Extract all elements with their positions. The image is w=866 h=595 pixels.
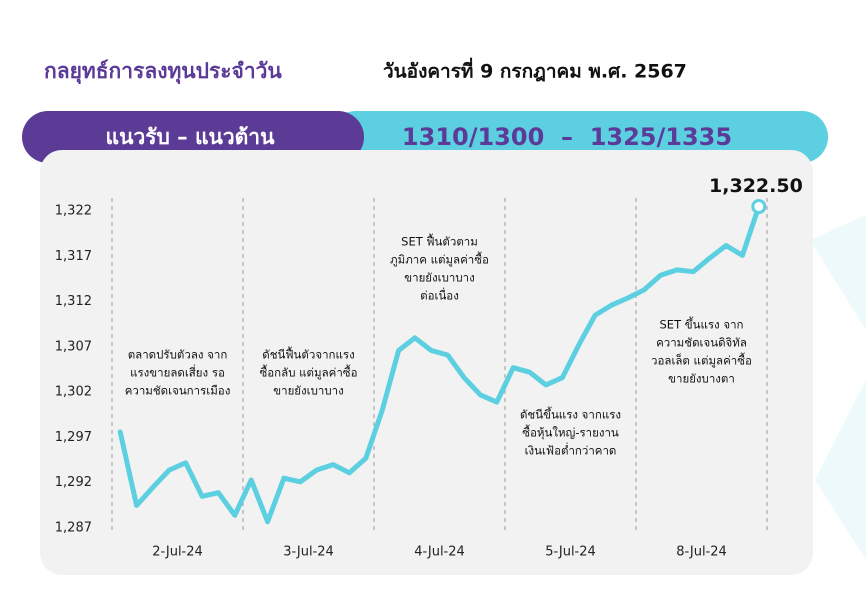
annotation: ซื้อกลับ แต่มูลค่าซื้อ <box>259 365 357 380</box>
annotation: SET ฟื้นตัวตาม <box>401 234 478 249</box>
annotation: ดัชนีขึ้นแรง จากแรง <box>520 407 621 422</box>
x-tick-label: 8-Jul-24 <box>676 545 727 560</box>
x-tick-label: 2-Jul-24 <box>152 545 203 560</box>
annotation: ภูมิภาค แต่มูลค่าซื้อ <box>390 252 489 267</box>
annotation: ขายยังบางตา <box>668 372 735 386</box>
title: กลยุทธ์การลงทุนประจำวัน <box>44 59 282 85</box>
y-tick-label: 1,317 <box>55 249 92 264</box>
y-tick-label: 1,307 <box>55 339 92 354</box>
annotation: แรงขายลดเสี่ยง รอ <box>130 365 225 380</box>
y-tick-label: 1,322 <box>55 204 92 219</box>
date: วันอังคารที่ 9 กรกฎาคม พ.ศ. 2567 <box>383 58 687 83</box>
x-tick-label: 5-Jul-24 <box>545 545 596 560</box>
decoration <box>815 380 866 560</box>
annotation: ความชัดเจนการเมือง <box>125 384 231 398</box>
annotation: ตลาดปรับตัวลง จาก <box>128 348 228 362</box>
annotation: ดัชนีฟื้นตัวจากแรง <box>262 347 354 362</box>
y-tick-label: 1,292 <box>55 475 92 490</box>
x-tick-label: 4-Jul-24 <box>414 545 465 560</box>
annotation: วอลเล็ต แต่มูลค่าซื้อ <box>651 353 752 368</box>
annotation: ความชัดเจนดิจิทัล <box>656 336 747 350</box>
value-label: 1,322.50 <box>709 175 803 197</box>
annotation: ซื้อหุ้นใหญ่-รายงาน <box>522 425 619 440</box>
annotation: ขายยังเบาบาง <box>404 271 474 285</box>
last-point <box>751 199 767 215</box>
annotation: ขายยังเบาบาง <box>273 384 343 398</box>
range-value: 1310/1300 – 1325/1335 <box>402 123 732 151</box>
price-line <box>117 204 762 525</box>
y-tick-label: 1,312 <box>55 294 92 309</box>
annotation: เงินเฟ้อต่ำกว่าคาด <box>525 443 617 458</box>
annotation: SET ขึ้นแรง จาก <box>660 317 744 332</box>
y-tick-label: 1,287 <box>55 521 92 536</box>
annotation: ต่อเนื่อง <box>420 288 459 303</box>
y-tick-label: 1,297 <box>55 430 92 445</box>
y-tick-label: 1,302 <box>55 385 92 400</box>
decoration <box>810 215 866 330</box>
x-tick-label: 3-Jul-24 <box>283 545 334 560</box>
chart-panel <box>40 150 813 575</box>
range-label: แนวรับ – แนวต้าน <box>106 125 276 149</box>
